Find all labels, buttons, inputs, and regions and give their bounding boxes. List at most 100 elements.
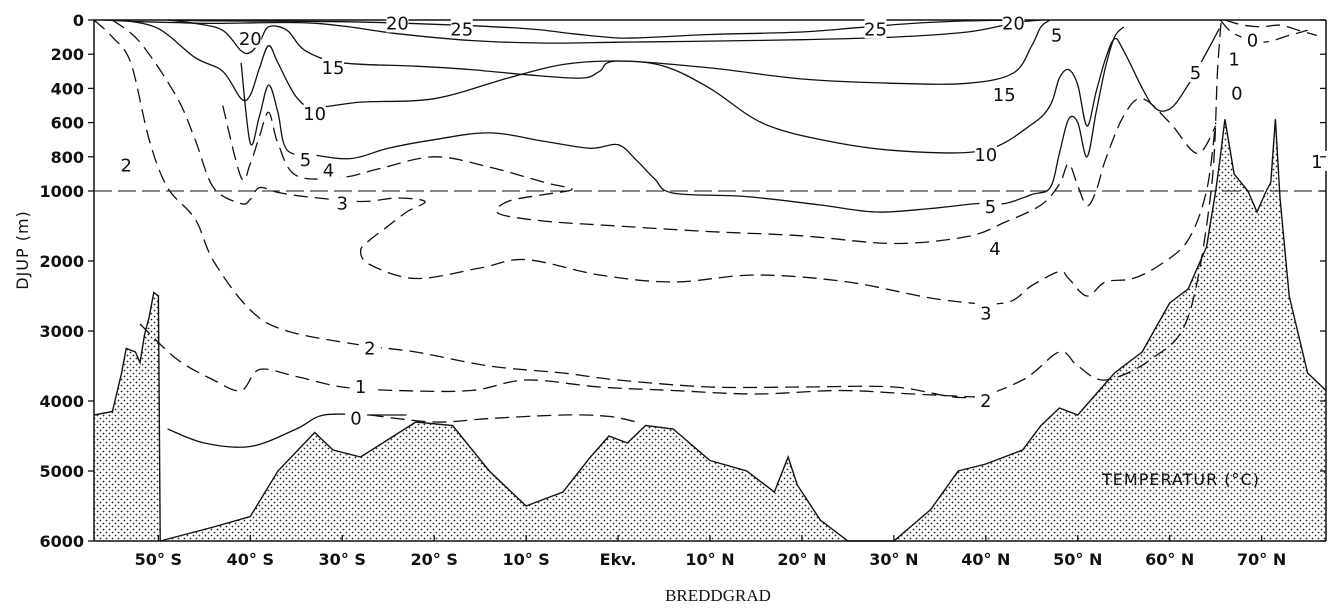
- x-tick-label: 50° S: [135, 550, 182, 569]
- contour-label-1: 1: [1311, 152, 1322, 173]
- contour-label-bg: [1241, 29, 1264, 50]
- y-tick-label: 400: [51, 79, 84, 98]
- x-tick-label: 10° N: [685, 550, 734, 569]
- y-tick-label: 4000: [39, 392, 84, 411]
- isotherm-0-dashed: [369, 414, 637, 423]
- y-tick-label: 1000: [39, 182, 84, 201]
- contour-label-bg: [974, 390, 997, 410]
- contour-label-bg: [349, 376, 372, 396]
- contour-label-15: 15: [322, 58, 345, 79]
- contour-label-10: 10: [974, 145, 997, 166]
- contour-label-bg: [294, 149, 317, 170]
- contour-label-bg: [358, 337, 381, 358]
- contour-label-bg: [317, 159, 340, 180]
- isotherm-3-dashed: [111, 19, 1217, 305]
- y-tick-label: 200: [51, 45, 84, 64]
- seafloor-fill: [94, 119, 1326, 541]
- contour-label-bg: [1184, 62, 1207, 83]
- contour-label-5: 5: [985, 197, 996, 218]
- y-tick-label: 6000: [39, 532, 84, 551]
- contour-label-10: 10: [303, 104, 326, 125]
- contour-label-20: 20: [239, 29, 262, 50]
- x-tick-label: 60° N: [1145, 550, 1194, 569]
- contour-label-bg: [239, 27, 262, 48]
- contour-label-bg: [450, 18, 473, 39]
- contour-label-15: 15: [993, 85, 1016, 106]
- contour-label-0: 0: [350, 409, 361, 430]
- isotherm-1-dashed: [139, 323, 986, 399]
- contour-label-bg: [984, 238, 1007, 259]
- contour-label-bg: [974, 144, 997, 165]
- x-tick-label: 30° N: [869, 550, 918, 569]
- y-tick-label: 2000: [39, 252, 84, 271]
- contour-label-bg: [1045, 24, 1068, 45]
- contour-label-bg: [386, 12, 409, 33]
- x-axis-ticks: 50° S 40° S 30° S 20° S 10° S Ekv. 10° N 20° N 3…: [135, 535, 1286, 569]
- contour-label-4: 4: [323, 160, 334, 181]
- isotherm-25: [167, 19, 1023, 39]
- isotherm-20: [103, 19, 1042, 44]
- x-tick-label: 30° S: [319, 550, 366, 569]
- contour-label-bg: [974, 302, 997, 323]
- contour-label-0: 0: [1231, 84, 1242, 105]
- x-axis-label: BREDDGRAD: [665, 586, 771, 605]
- contour-label-bg: [864, 18, 887, 39]
- contour-label-4: 4: [989, 239, 1000, 260]
- contour-label-bg: [993, 84, 1016, 105]
- x-tick-label: 40° S: [227, 550, 274, 569]
- y-axis-label: DJUP (m): [13, 210, 32, 290]
- contour-label-bg: [303, 103, 326, 124]
- contour-label-2: 2: [980, 391, 991, 412]
- isotherm-15: [167, 19, 1051, 85]
- x-tick-label: 20° N: [777, 550, 826, 569]
- contour-label-bg: [1002, 12, 1025, 33]
- x-tick-label: 20° S: [410, 550, 457, 569]
- contour-label-5: 5: [1051, 25, 1062, 46]
- isotherm-lines: [93, 19, 1317, 448]
- contour-label-bg: [345, 407, 368, 428]
- y-tick-label: 600: [51, 114, 84, 133]
- contour-label-5: 5: [300, 150, 311, 171]
- y-tick-label: 5000: [39, 462, 84, 481]
- isotherm-4-dashed: [222, 98, 1217, 245]
- isotherm-5: [240, 26, 1125, 213]
- contour-label-25: 25: [450, 19, 473, 40]
- y-tick-label: 0: [73, 11, 84, 30]
- isotherm-10: [121, 19, 1220, 154]
- x-tick-label: 50° N: [1053, 550, 1102, 569]
- y-tick-label: 800: [51, 148, 84, 167]
- contour-label-bg: [979, 196, 1002, 217]
- x-tick-label: 70° N: [1237, 550, 1286, 569]
- y-tick-label: 3000: [39, 322, 84, 341]
- contour-label-20: 20: [386, 13, 409, 34]
- contour-label-bg: [1223, 48, 1246, 69]
- legend-temperature: TEMPERATUR (°C): [1101, 470, 1260, 489]
- x-tick-label: Ekv.: [600, 550, 637, 569]
- contour-label-2: 2: [364, 339, 375, 360]
- contour-label-2: 2: [120, 155, 131, 176]
- x-tick-label: 10° S: [502, 550, 549, 569]
- x-tick-label: 40° N: [961, 550, 1010, 569]
- contour-label-1: 1: [1228, 49, 1239, 70]
- contour-label-3: 3: [337, 194, 348, 215]
- seafloor-outline: [93, 119, 1327, 542]
- contour-label-bg: [115, 154, 138, 175]
- contour-label-bg: [322, 56, 345, 77]
- contour-label-bg: [331, 192, 354, 213]
- contour-label-20: 20: [1002, 13, 1025, 34]
- contour-label-25: 25: [864, 19, 887, 40]
- contour-label-bg: [1305, 150, 1328, 171]
- contour-label-0: 0: [1247, 31, 1258, 52]
- isotherm-0-dashed: [1224, 19, 1317, 37]
- contour-label-3: 3: [980, 304, 991, 325]
- contour-label-5: 5: [1190, 63, 1201, 84]
- isotherm-0: [167, 413, 407, 448]
- isotherm-1-dashed: [1219, 19, 1308, 43]
- contour-label-bg: [1225, 82, 1248, 103]
- isotherm-2-dashed: [93, 19, 1222, 399]
- contour-label-1: 1: [355, 377, 366, 398]
- seafloor: [93, 119, 1327, 542]
